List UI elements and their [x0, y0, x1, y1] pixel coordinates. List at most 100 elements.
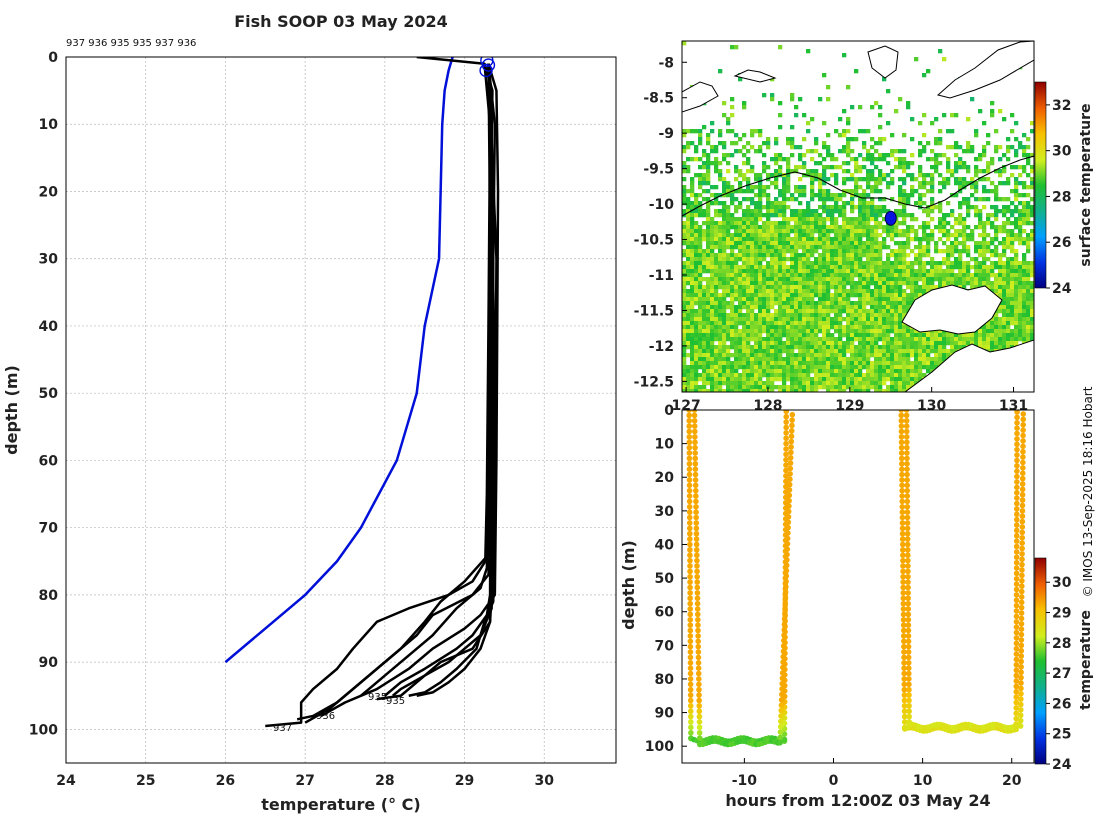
sst-cell [718, 221, 723, 226]
sst-cell [918, 193, 923, 198]
sst-cell [682, 365, 687, 370]
sst-cell [850, 209, 855, 214]
sst-cell [966, 277, 971, 282]
sst-cell [818, 205, 823, 210]
sst-cell [894, 241, 899, 246]
sst-cell [806, 361, 811, 366]
sst-cell [938, 337, 943, 342]
sst-cell [882, 241, 887, 246]
sst-cell [1026, 157, 1031, 162]
sst-cell [878, 357, 883, 362]
sst-cell [686, 221, 691, 226]
sst-cell [1018, 241, 1023, 246]
sst-cell [902, 181, 907, 186]
sst-cell [710, 337, 715, 342]
sst-cell [802, 309, 807, 314]
sst-cell [858, 261, 863, 266]
sst-cell [850, 345, 855, 350]
sst-cell [922, 337, 927, 342]
sst-cell [738, 253, 743, 258]
sst-cell [794, 241, 799, 246]
sst-cell [878, 233, 883, 238]
sst-cell [810, 241, 815, 246]
sst-cell [726, 305, 731, 310]
sst-cell [894, 265, 899, 270]
sst-cell [738, 217, 743, 222]
sst-cell [818, 321, 823, 326]
sst-cell [794, 309, 799, 314]
sst-cell [790, 141, 795, 146]
time-y-tick-label: 40 [655, 537, 675, 553]
sst-cell [878, 329, 883, 334]
sst-cell [894, 357, 899, 362]
sst-cell [774, 233, 779, 238]
sst-cell [694, 345, 699, 350]
sst-cell [878, 225, 883, 230]
sst-cell [1030, 213, 1034, 218]
temperature-point [696, 724, 703, 731]
map-x-tick-label: 128 [753, 398, 782, 414]
sst-cell [826, 305, 831, 310]
sst-cell [930, 209, 935, 214]
sst-cell [698, 257, 703, 262]
sst-cell [890, 345, 895, 350]
sst-cell [786, 333, 791, 338]
sst-cell [950, 277, 955, 282]
sst-cell [714, 197, 719, 202]
sst-cell [830, 217, 835, 222]
sst-cell [834, 205, 839, 210]
sst-cell [686, 341, 691, 346]
sst-cell [786, 269, 791, 274]
sst-cell [770, 345, 775, 350]
sst-cell [770, 233, 775, 238]
sst-cell [714, 229, 719, 234]
sst-cell [774, 181, 779, 186]
sst-cell [734, 277, 739, 282]
sst-cell [754, 265, 759, 270]
sst-cell [970, 341, 975, 346]
sst-cell [910, 217, 915, 222]
temperature-point [688, 724, 694, 731]
sst-cell [1030, 237, 1034, 242]
sst-cell [950, 337, 955, 342]
sst-cell [866, 321, 871, 326]
sst-cell [746, 273, 751, 278]
sst-cell [838, 229, 843, 234]
sst-cell [890, 329, 895, 334]
sst-cell [750, 349, 755, 354]
sst-cell [754, 253, 759, 258]
sst-cell [786, 137, 791, 142]
sst-cell [842, 217, 847, 222]
sst-cell [778, 341, 783, 346]
sst-cell [726, 265, 731, 270]
temperature-point [687, 665, 694, 671]
sst-cell [786, 273, 791, 278]
sst-cell [810, 185, 815, 190]
sst-cell [922, 193, 927, 198]
sst-cell [774, 277, 779, 282]
sst-cell [866, 273, 871, 278]
time-x-tick-label: 0 [829, 773, 839, 789]
sst-cell [958, 201, 963, 206]
sst-cell [994, 329, 999, 334]
sst-cell [998, 209, 1003, 214]
sst-cell [790, 293, 795, 298]
sst-cell [994, 317, 999, 322]
sst-cell [686, 165, 691, 170]
sst-cell [726, 349, 731, 354]
temperature-point [694, 590, 701, 596]
sst-cell [898, 161, 903, 166]
sst-cell [718, 229, 723, 234]
temperature-point [692, 444, 698, 451]
sst-cell [1026, 217, 1031, 222]
sst-cell [890, 385, 895, 390]
sst-cell [762, 93, 767, 98]
temperature-point [686, 444, 693, 451]
sst-cell [706, 161, 711, 166]
sst-cell [810, 309, 815, 314]
y-tick-label: 70 [39, 521, 59, 537]
sst-cell [758, 373, 763, 378]
sst-cell [858, 197, 863, 202]
sst-cell [830, 245, 835, 250]
sst-cell [922, 233, 927, 238]
